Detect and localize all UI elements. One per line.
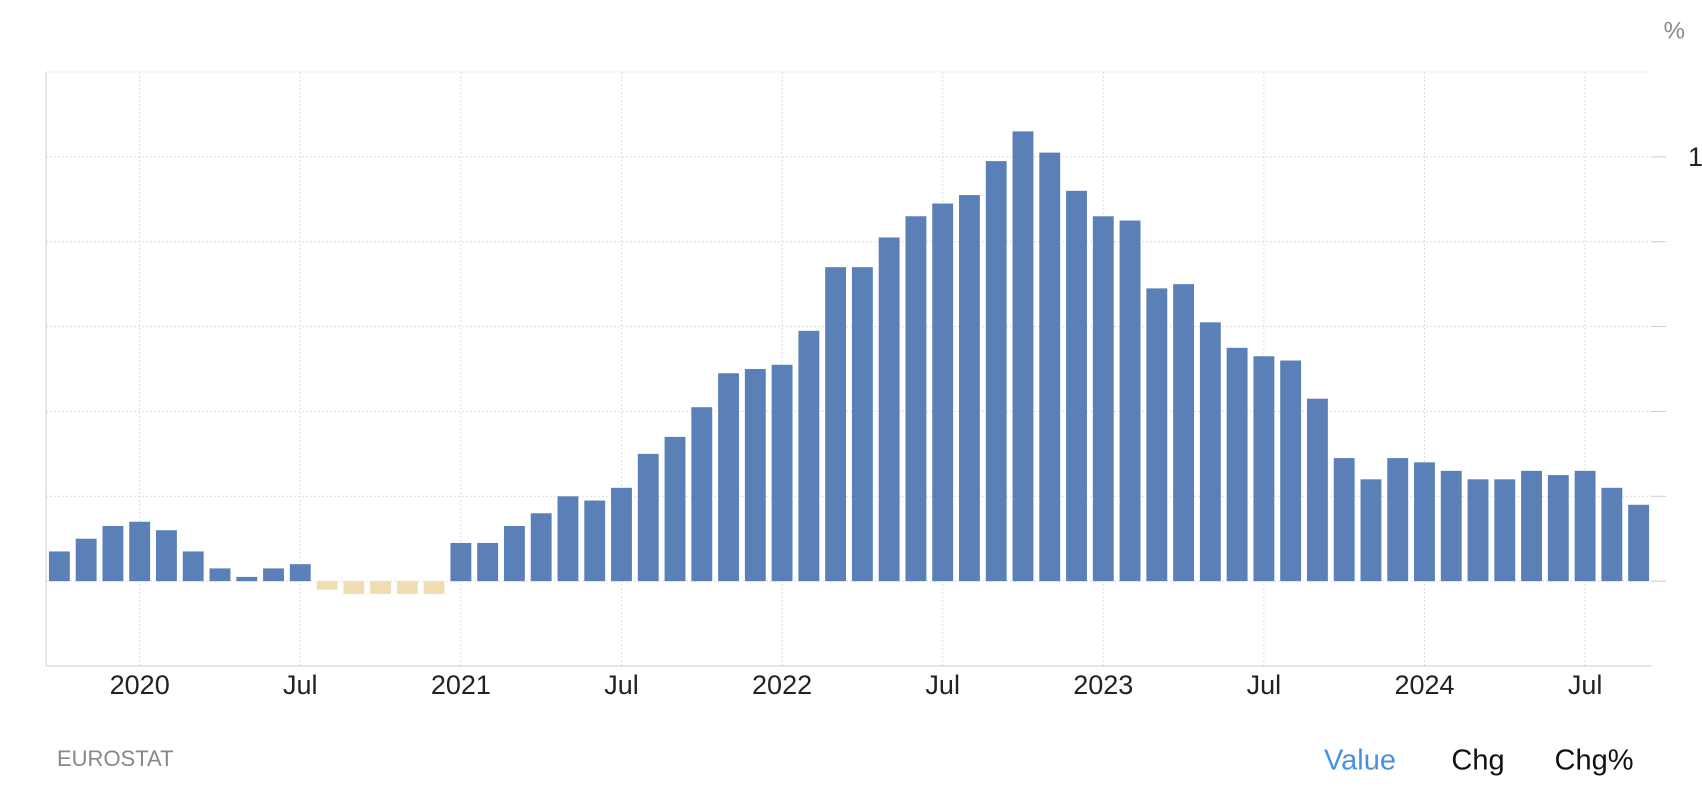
x-tick-label: 2023 [1073,670,1133,700]
bar [744,369,766,582]
bar [1253,356,1275,582]
bar [1628,504,1650,582]
x-tick-label: Jul [604,670,639,700]
x-tick-label: 2021 [431,670,491,700]
bar [263,568,284,582]
bar [423,581,445,594]
bar [450,542,472,582]
bar [102,525,124,582]
bar [932,203,954,582]
bar [959,195,980,582]
bar [1039,152,1061,582]
bar [1467,479,1489,582]
bar [1066,190,1087,582]
toggle-button[interactable]: Value [1324,745,1396,777]
bar [611,487,632,582]
x-tick-label: 2020 [110,670,170,700]
toggle-button[interactable]: Chg [1451,745,1504,777]
bar [664,436,686,582]
unit-label: % [1664,17,1685,44]
x-tick-label: Jul [1247,670,1282,700]
bar [316,581,338,590]
bar [1092,216,1114,582]
bar [985,161,1007,582]
bar [1119,220,1141,582]
x-tick-label: Jul [1568,670,1603,700]
bar [182,551,204,582]
bar [798,330,820,582]
bar [1333,458,1355,582]
bar [1173,284,1195,582]
bar [1226,347,1248,582]
bar [1601,487,1623,582]
bar [1012,131,1034,582]
bar [209,568,231,582]
bar [584,500,606,582]
bar [48,551,70,582]
bar [905,216,927,582]
bar [1199,322,1221,582]
bar [691,407,713,582]
bar [75,538,97,582]
bar [1521,470,1542,582]
bar [236,576,258,582]
bar [530,513,552,582]
bar [1146,288,1168,582]
bar [370,581,392,594]
x-tick-label: Jul [283,670,318,700]
bar [637,453,659,582]
bar [477,542,499,582]
bar [557,496,579,582]
bar [1440,470,1462,582]
bar [718,373,739,582]
bar [396,581,418,594]
bar [1387,458,1409,582]
y-tick-label: 10 [1688,142,1702,172]
bar [1574,470,1596,582]
x-tick-label: Jul [925,670,960,700]
bar [1494,479,1516,582]
bar [1306,398,1328,582]
bar [343,581,365,594]
toggle-button[interactable]: Chg% [1555,745,1634,777]
bar [878,237,900,582]
bar [503,525,525,582]
bar [771,364,793,582]
bar [1414,462,1435,582]
bar [1360,479,1382,582]
bar [851,267,873,582]
bar [156,530,177,582]
bar [129,521,151,582]
bar [825,267,847,582]
x-tick-label: 2024 [1394,670,1454,700]
bar [1280,360,1302,582]
source-label: EUROSTAT [57,746,174,771]
bar [289,564,311,582]
bar [1547,475,1569,582]
x-tick-label: 2022 [752,670,812,700]
